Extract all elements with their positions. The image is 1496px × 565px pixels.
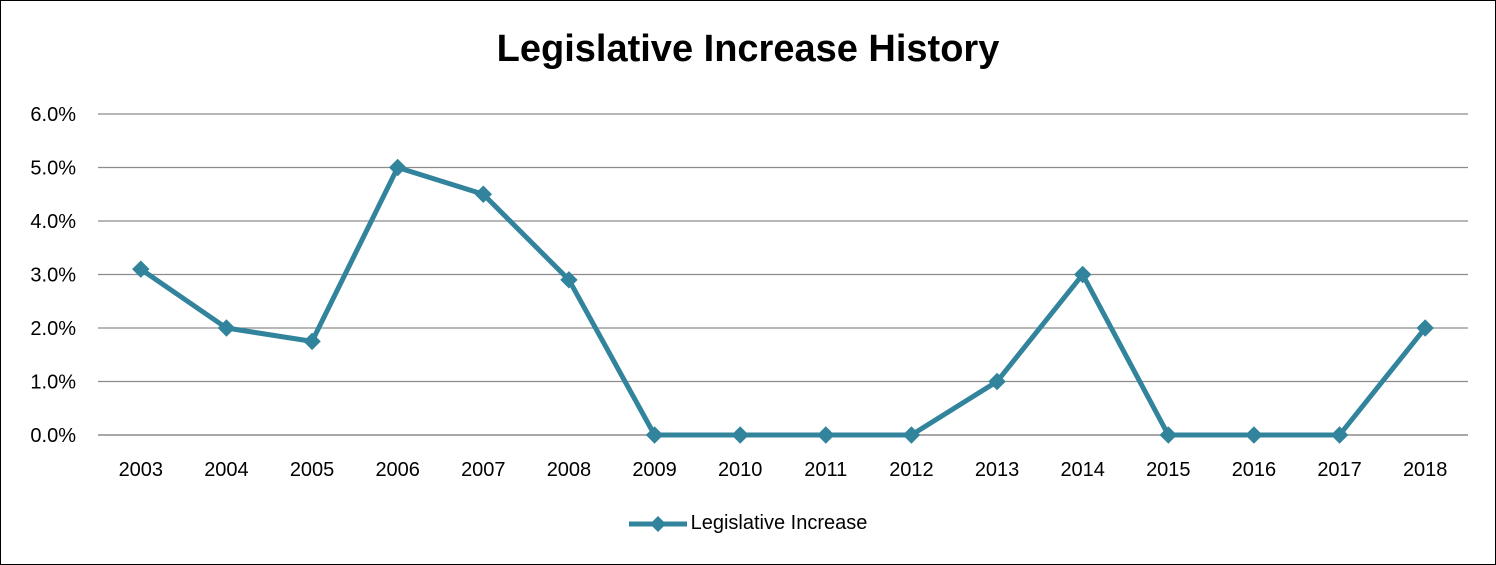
gridlines bbox=[98, 113, 1468, 436]
y-tick-label: 3.0% bbox=[30, 265, 76, 287]
y-tick-label: 2.0% bbox=[30, 318, 76, 340]
data-point-marker bbox=[1245, 426, 1263, 444]
data-point-marker bbox=[731, 426, 749, 444]
x-tick-label: 2007 bbox=[461, 459, 506, 481]
x-tick-label: 2008 bbox=[547, 459, 592, 481]
x-tick-label: 2003 bbox=[119, 459, 164, 481]
data-point-marker bbox=[988, 372, 1006, 391]
x-axis-tick-labels: 2003 2004 2005 2006 2007 2008 2009 2010 2011 2012… bbox=[119, 459, 1448, 481]
y-tick-label: 5.0% bbox=[30, 158, 76, 180]
data-point-marker bbox=[817, 426, 835, 444]
data-point-marker bbox=[560, 271, 578, 289]
x-tick-label: 2012 bbox=[889, 459, 934, 481]
data-point-marker bbox=[902, 426, 921, 444]
legend: Legislative Increase bbox=[0, 512, 1496, 535]
data-point-marker bbox=[1073, 265, 1092, 284]
legend-swatch bbox=[628, 515, 687, 532]
data-point-marker bbox=[303, 332, 321, 351]
data-point-marker bbox=[1159, 426, 1178, 444]
x-tick-label: 2011 bbox=[804, 459, 847, 481]
x-tick-label: 2018 bbox=[1403, 459, 1448, 481]
y-tick-label: 6.0% bbox=[30, 104, 76, 126]
legend-label: Legislative Increase bbox=[690, 512, 868, 534]
x-tick-label: 2006 bbox=[375, 459, 420, 481]
x-tick-label: 2014 bbox=[1060, 459, 1105, 481]
x-tick-label: 2016 bbox=[1232, 459, 1277, 481]
x-tick-label: 2010 bbox=[718, 459, 763, 481]
series-group bbox=[132, 158, 1434, 444]
x-tick-label: 2005 bbox=[290, 459, 335, 481]
data-point-marker bbox=[388, 158, 407, 177]
x-tick-label: 2015 bbox=[1146, 459, 1191, 481]
data-point-marker bbox=[474, 185, 493, 203]
data-point-marker bbox=[1416, 319, 1434, 337]
x-tick-label: 2017 bbox=[1317, 459, 1362, 481]
data-point-marker bbox=[645, 426, 664, 444]
x-tick-label: 2004 bbox=[204, 459, 249, 481]
x-tick-label: 2009 bbox=[632, 459, 677, 481]
data-point-marker bbox=[132, 260, 150, 278]
y-tick-label: 0.0% bbox=[30, 425, 76, 447]
y-tick-label: 4.0% bbox=[30, 211, 76, 233]
data-point-marker bbox=[217, 319, 236, 337]
x-tick-label: 2013 bbox=[975, 459, 1020, 481]
chart-title: Legislative Increase History bbox=[496, 28, 1000, 70]
data-point-marker bbox=[1330, 426, 1349, 444]
y-axis-tick-labels: 0.0% 1.0% 2.0% 3.0% 4.0% 5.0% 6.0% bbox=[30, 104, 76, 447]
series-line bbox=[139, 165, 1428, 438]
y-tick-label: 1.0% bbox=[30, 372, 76, 394]
